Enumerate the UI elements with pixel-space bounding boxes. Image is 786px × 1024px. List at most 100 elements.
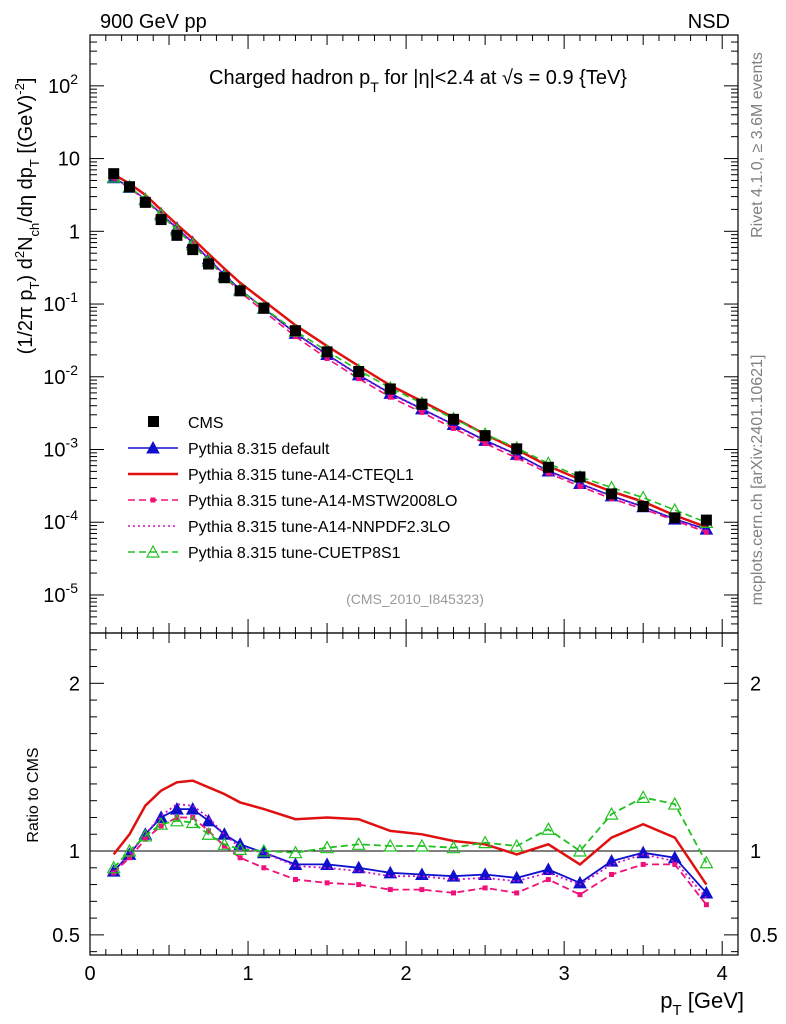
ylabel-p2: ) d [15,258,37,281]
series-3-main-point [451,425,457,431]
x-tick-label: 2 [401,963,412,985]
y-tick-label: 10-1 [43,289,78,316]
analysis-annotation: (CMS_2010_I845323) [346,591,484,607]
main-frame [89,34,739,634]
series-3-ratio-point [703,902,709,908]
y-tick-label: 10 [58,149,80,171]
series-5-ratio-point [699,855,714,869]
xlabel-p: p [660,988,672,1013]
y-tick-label: 10-2 [43,362,78,389]
y-tick-exponent: 2 [70,71,78,87]
y-tick-exponent: -2 [66,362,79,378]
series-5-ratio-point [320,840,335,854]
series-3-main-point [482,441,488,447]
x-tick-label: 4 [717,963,728,985]
ratio-ylabel: Ratio to CMS [25,747,42,842]
series-3-ratio-point [221,843,227,849]
ylabel-p1: (1/2π p [15,289,37,354]
ylabel-p6: ] [15,78,37,84]
series-3-main-point [387,394,393,400]
series-1-ratio-point [320,857,334,870]
mcplots-text: mcplots.cern.ch [arXiv:2401.10621] [749,355,766,606]
main-ylabel: (1/2π pT) d2Nch/dη dpT [(GeV)-2] [12,78,42,355]
cms-data-point [108,168,120,180]
series-1-ratio-point [478,867,492,880]
cms-data-point [258,302,270,314]
rivet-version-text: Rivet 4.1.0, ≥ 3.6M events [749,52,766,238]
ylabel-p4: /dη dp [15,167,37,223]
legend-cms-marker [148,416,159,427]
legend-label-5: Pythia 8.315 tune-CUETP8S1 [188,545,401,562]
ylabel-s2: 2 [12,251,27,258]
cms-data-point [124,181,136,193]
series-1-ratio-point [541,862,556,875]
series-1-ratio-point [185,802,200,815]
cms-data-point [321,346,333,358]
series-3-main-point [577,483,583,489]
xlabel-sub: T [672,1002,681,1019]
series-5-ratio-point [667,796,682,810]
main-title: Charged hadron pT for |η|<2.4 at √s = 0.… [209,67,627,95]
series-5-ratio-point [122,843,137,857]
series-3-ratio-line [113,816,708,906]
y-tick-base: 10 [43,585,65,607]
series-5-ratio-point [217,837,232,850]
cms-data-point [234,285,246,297]
series-5-ratio-point [478,835,493,849]
series-3-ratio-point [451,890,457,896]
y-tick-base: 1 [69,221,80,243]
cms-data-point [637,500,649,512]
header-right: NSD [688,11,730,33]
series-3-ratio-point [482,885,488,891]
series-5-ratio-point [351,837,366,850]
series-5-ratio-point [636,790,651,803]
legend-label-1: Pythia 8.315 default [188,441,330,458]
ylabel-s5: -2 [12,83,27,95]
series-3-main-point [703,529,709,535]
legend-cms-label: CMS [188,415,224,432]
series-3-main-point [514,455,520,461]
ylabel-s4: T [27,159,42,167]
series-3-ratio-point [237,855,243,861]
title-part-1: Charged hadron p [209,67,370,89]
ratio-y-tick-label-right: 2 [750,673,761,695]
y-tick-base: 10 [58,149,80,171]
y-tick-exponent: -3 [66,435,79,451]
series-5-ratio-point [106,860,121,874]
series-3-ratio-point [640,861,646,867]
ylabel-p5: [(GeV) [15,95,37,159]
series-5-ratio-point [604,806,619,820]
title-sub: T [370,79,379,95]
series-4-ratio-line [113,803,708,899]
series-4-main-line [113,177,707,532]
series-1-ratio-point [201,813,216,827]
y-tick-base: 10 [43,367,65,389]
y-tick-base: 10 [43,512,65,534]
legend-marker-1 [146,440,160,454]
series-3-ratio-point [292,877,298,883]
series-3-ratio-point [356,882,362,888]
series-3-ratio-point [324,880,330,886]
y-tick-label: 1 [69,221,80,243]
series-3-ratio-point [206,828,212,834]
series-1-ratio-point [383,865,398,879]
y-tick-label: 10-5 [43,580,78,607]
xlabel-unit: [GeV] [682,988,744,1013]
legend-label-4: Pythia 8.315 tune-A14-NNPDF2.3LO [188,519,450,536]
legend-label-2: Pythia 8.315 tune-A14-CTEQL1 [188,467,414,484]
y-tick-base: 10 [48,76,70,98]
cms-data-point [700,514,712,526]
title-part-3: s = 0.9 {TeV} [513,67,627,89]
ratio-panel: 0 1 2 3 4 0.5 0.5 1 1 2 2 [52,632,778,985]
series-3-ratio-point [127,855,133,861]
series-3-ratio-point [142,836,148,842]
series-3-ratio-point [514,890,520,896]
legend-marker-5 [145,544,161,558]
series-3-main-point [324,356,330,362]
series-3-ratio-point [387,887,393,893]
series-3-ratio-point [419,887,425,893]
title-part-2: for |η|<2.4 at √ [379,67,513,89]
cms-data-point [187,244,199,256]
cms-data-point [479,430,491,442]
